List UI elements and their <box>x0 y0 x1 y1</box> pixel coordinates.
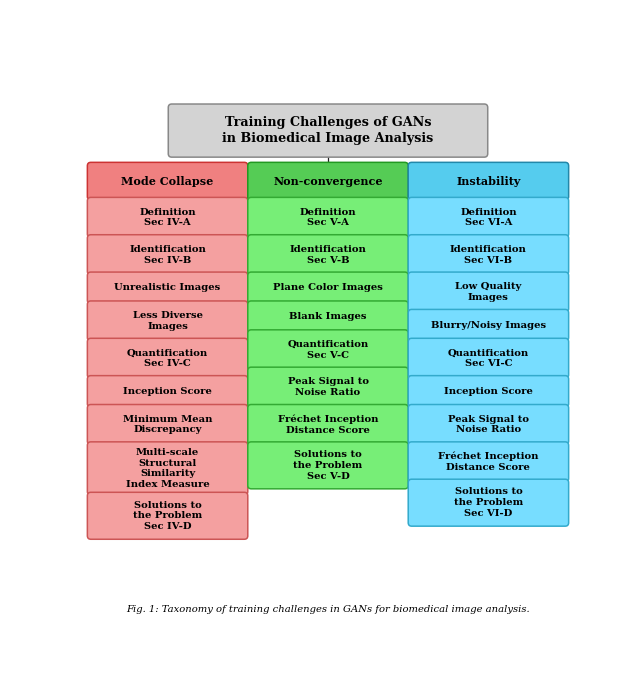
Text: Definition
Sec IV-A: Definition Sec IV-A <box>140 208 196 227</box>
FancyBboxPatch shape <box>248 404 408 445</box>
FancyBboxPatch shape <box>248 163 408 200</box>
FancyBboxPatch shape <box>88 272 248 304</box>
Text: Fréchet Inception
Distance Score: Fréchet Inception Distance Score <box>438 452 539 472</box>
FancyBboxPatch shape <box>408 163 568 200</box>
Text: Unrealistic Images: Unrealistic Images <box>115 284 221 293</box>
Text: Identification
Sec IV-B: Identification Sec IV-B <box>129 245 206 265</box>
Text: Identification
Sec VI-B: Identification Sec VI-B <box>450 245 527 265</box>
FancyBboxPatch shape <box>408 197 568 238</box>
FancyBboxPatch shape <box>248 197 408 238</box>
Text: Minimum Mean
Discrepancy: Minimum Mean Discrepancy <box>123 415 212 434</box>
Text: Blurry/Noisy Images: Blurry/Noisy Images <box>431 320 546 329</box>
FancyBboxPatch shape <box>88 442 248 495</box>
Text: Identification
Sec V-B: Identification Sec V-B <box>289 245 367 265</box>
Text: Solutions to
the Problem
Sec VI-D: Solutions to the Problem Sec VI-D <box>454 487 523 518</box>
Text: Instability: Instability <box>456 176 520 187</box>
FancyBboxPatch shape <box>408 235 568 275</box>
FancyBboxPatch shape <box>408 338 568 378</box>
FancyBboxPatch shape <box>248 367 408 407</box>
Text: Peak Signal to
Noise Ratio: Peak Signal to Noise Ratio <box>287 377 369 397</box>
FancyBboxPatch shape <box>408 272 568 312</box>
Text: Quantification
Sec VI-C: Quantification Sec VI-C <box>448 348 529 368</box>
Text: Mode Collapse: Mode Collapse <box>122 176 214 187</box>
FancyBboxPatch shape <box>408 404 568 445</box>
FancyBboxPatch shape <box>248 272 408 304</box>
FancyBboxPatch shape <box>408 375 568 407</box>
FancyBboxPatch shape <box>88 197 248 238</box>
FancyBboxPatch shape <box>248 235 408 275</box>
FancyBboxPatch shape <box>88 404 248 445</box>
Text: Blank Images: Blank Images <box>289 312 367 321</box>
FancyBboxPatch shape <box>168 104 488 157</box>
FancyBboxPatch shape <box>408 442 568 482</box>
FancyBboxPatch shape <box>408 309 568 341</box>
Text: Solutions to
the Problem
Sec IV-D: Solutions to the Problem Sec IV-D <box>133 500 202 531</box>
Text: Peak Signal to
Noise Ratio: Peak Signal to Noise Ratio <box>448 415 529 434</box>
FancyBboxPatch shape <box>88 338 248 378</box>
Text: Plane Color Images: Plane Color Images <box>273 284 383 293</box>
FancyBboxPatch shape <box>88 492 248 539</box>
FancyBboxPatch shape <box>248 301 408 332</box>
Text: Non-convergence: Non-convergence <box>273 176 383 187</box>
Text: Definition
Sec VI-A: Definition Sec VI-A <box>460 208 516 227</box>
Text: Fréchet Inception
Distance Score: Fréchet Inception Distance Score <box>278 414 378 434</box>
Text: Multi-scale
Structural
Similarity
Index Measure: Multi-scale Structural Similarity Index … <box>125 448 209 489</box>
FancyBboxPatch shape <box>88 163 248 200</box>
Text: Solutions to
the Problem
Sec V-D: Solutions to the Problem Sec V-D <box>293 450 363 480</box>
FancyBboxPatch shape <box>408 479 568 526</box>
Text: Less Diverse
Images: Less Diverse Images <box>132 311 203 331</box>
Text: Low Quality
Images: Low Quality Images <box>455 282 522 302</box>
FancyBboxPatch shape <box>88 235 248 275</box>
Text: Inception Score: Inception Score <box>444 387 533 396</box>
Text: Definition
Sec V-A: Definition Sec V-A <box>300 208 356 227</box>
FancyBboxPatch shape <box>248 330 408 370</box>
FancyBboxPatch shape <box>88 301 248 341</box>
Text: Quantification
Sec V-C: Quantification Sec V-C <box>287 340 369 360</box>
Text: Inception Score: Inception Score <box>123 387 212 396</box>
Text: Quantification
Sec IV-C: Quantification Sec IV-C <box>127 348 208 368</box>
Text: Training Challenges of GANs
in Biomedical Image Analysis: Training Challenges of GANs in Biomedica… <box>222 116 434 145</box>
FancyBboxPatch shape <box>248 442 408 489</box>
FancyBboxPatch shape <box>88 375 248 407</box>
Text: Fig. 1: Taxonomy of training challenges in GANs for biomedical image analysis.: Fig. 1: Taxonomy of training challenges … <box>126 605 530 614</box>
